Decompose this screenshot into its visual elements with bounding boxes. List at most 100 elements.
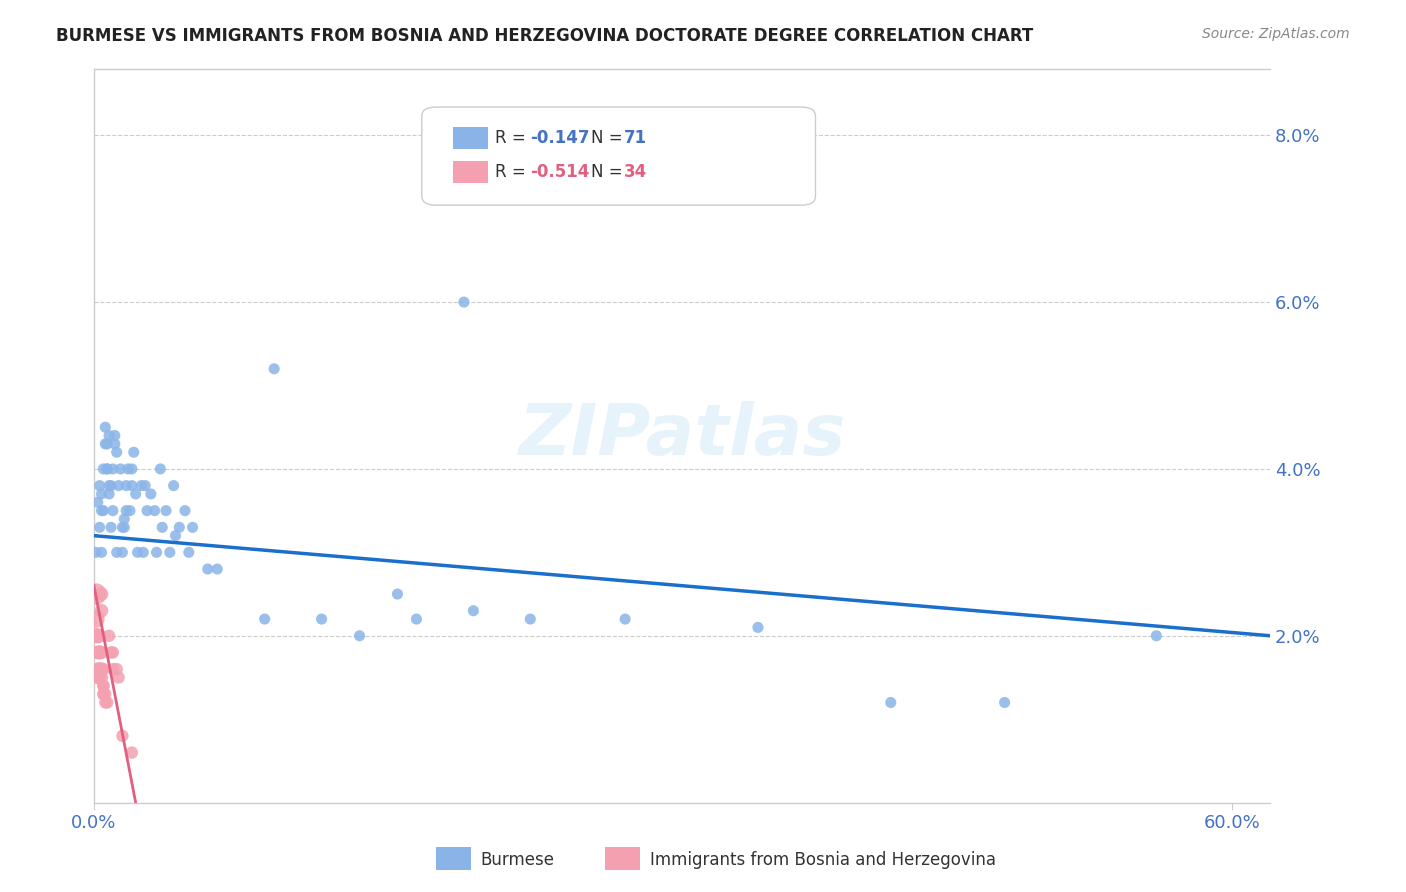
Point bbox=[115, 478, 138, 492]
Point bbox=[90, 545, 112, 559]
Point bbox=[150, 520, 173, 534]
Point bbox=[84, 545, 107, 559]
Point bbox=[94, 696, 117, 710]
Point bbox=[89, 520, 111, 534]
Point bbox=[105, 445, 128, 459]
Point bbox=[101, 462, 124, 476]
Point bbox=[101, 662, 124, 676]
Text: R =: R = bbox=[495, 163, 531, 181]
Point bbox=[96, 696, 118, 710]
Point bbox=[105, 662, 128, 676]
Point bbox=[94, 420, 117, 434]
Point bbox=[89, 645, 111, 659]
Point bbox=[87, 662, 110, 676]
Text: ZIPatlas: ZIPatlas bbox=[519, 401, 846, 470]
Point bbox=[96, 437, 118, 451]
Text: R =: R = bbox=[495, 129, 531, 147]
Point bbox=[112, 520, 135, 534]
Point bbox=[994, 696, 1017, 710]
Point bbox=[127, 545, 149, 559]
Point bbox=[162, 478, 184, 492]
Point bbox=[93, 687, 115, 701]
Point bbox=[311, 612, 333, 626]
Point bbox=[84, 587, 107, 601]
Point bbox=[93, 503, 115, 517]
Point bbox=[90, 587, 112, 601]
Point bbox=[131, 478, 153, 492]
Text: Immigrants from Bosnia and Herzegovina: Immigrants from Bosnia and Herzegovina bbox=[650, 851, 995, 869]
Text: N =: N = bbox=[591, 163, 627, 181]
Point bbox=[89, 662, 111, 676]
Point bbox=[107, 478, 129, 492]
Point bbox=[614, 612, 637, 626]
Point bbox=[93, 679, 115, 693]
Point bbox=[177, 545, 200, 559]
Point bbox=[101, 503, 124, 517]
Point bbox=[84, 612, 107, 626]
Point bbox=[169, 520, 191, 534]
Point bbox=[122, 445, 145, 459]
Point bbox=[121, 462, 143, 476]
Point bbox=[89, 645, 111, 659]
Point bbox=[121, 478, 143, 492]
Point bbox=[880, 696, 903, 710]
Point bbox=[87, 670, 110, 684]
Point bbox=[93, 462, 115, 476]
Text: -0.147: -0.147 bbox=[530, 129, 589, 147]
Point bbox=[100, 520, 122, 534]
Point bbox=[121, 746, 143, 760]
Text: BURMESE VS IMMIGRANTS FROM BOSNIA AND HERZEGOVINA DOCTORATE DEGREE CORRELATION C: BURMESE VS IMMIGRANTS FROM BOSNIA AND HE… bbox=[56, 27, 1033, 45]
Point bbox=[253, 612, 276, 626]
Point bbox=[93, 662, 115, 676]
Point bbox=[405, 612, 427, 626]
Point bbox=[84, 629, 107, 643]
Point bbox=[207, 562, 229, 576]
Point bbox=[90, 604, 112, 618]
Point bbox=[115, 503, 138, 517]
Point bbox=[87, 645, 110, 659]
Point bbox=[96, 462, 118, 476]
Point bbox=[94, 687, 117, 701]
Point bbox=[105, 545, 128, 559]
Point bbox=[89, 629, 111, 643]
Point bbox=[181, 520, 204, 534]
Point bbox=[104, 428, 127, 442]
Point bbox=[132, 545, 155, 559]
Point bbox=[98, 487, 121, 501]
Point bbox=[112, 512, 135, 526]
Point bbox=[89, 478, 111, 492]
Point bbox=[111, 520, 134, 534]
Point bbox=[165, 529, 187, 543]
Point bbox=[118, 503, 141, 517]
Point bbox=[145, 545, 167, 559]
Point bbox=[174, 503, 197, 517]
Point bbox=[90, 487, 112, 501]
Point bbox=[110, 462, 132, 476]
Point bbox=[100, 645, 122, 659]
Point bbox=[117, 462, 139, 476]
Point bbox=[134, 478, 156, 492]
Text: Burmese: Burmese bbox=[481, 851, 555, 869]
Point bbox=[94, 437, 117, 451]
Point bbox=[104, 437, 127, 451]
Point bbox=[453, 295, 475, 310]
Point bbox=[98, 478, 121, 492]
Point bbox=[463, 604, 485, 618]
Point bbox=[90, 670, 112, 684]
Point bbox=[124, 487, 146, 501]
Point bbox=[197, 562, 219, 576]
Text: 71: 71 bbox=[624, 129, 647, 147]
Point bbox=[387, 587, 409, 601]
Point bbox=[87, 645, 110, 659]
Point bbox=[263, 361, 285, 376]
Point bbox=[90, 662, 112, 676]
Point bbox=[136, 503, 159, 517]
Point bbox=[149, 462, 172, 476]
Point bbox=[87, 495, 110, 509]
Point bbox=[90, 503, 112, 517]
Text: Source: ZipAtlas.com: Source: ZipAtlas.com bbox=[1202, 27, 1350, 41]
Point bbox=[93, 679, 115, 693]
Point bbox=[111, 729, 134, 743]
Point bbox=[139, 487, 162, 501]
Point bbox=[89, 670, 111, 684]
